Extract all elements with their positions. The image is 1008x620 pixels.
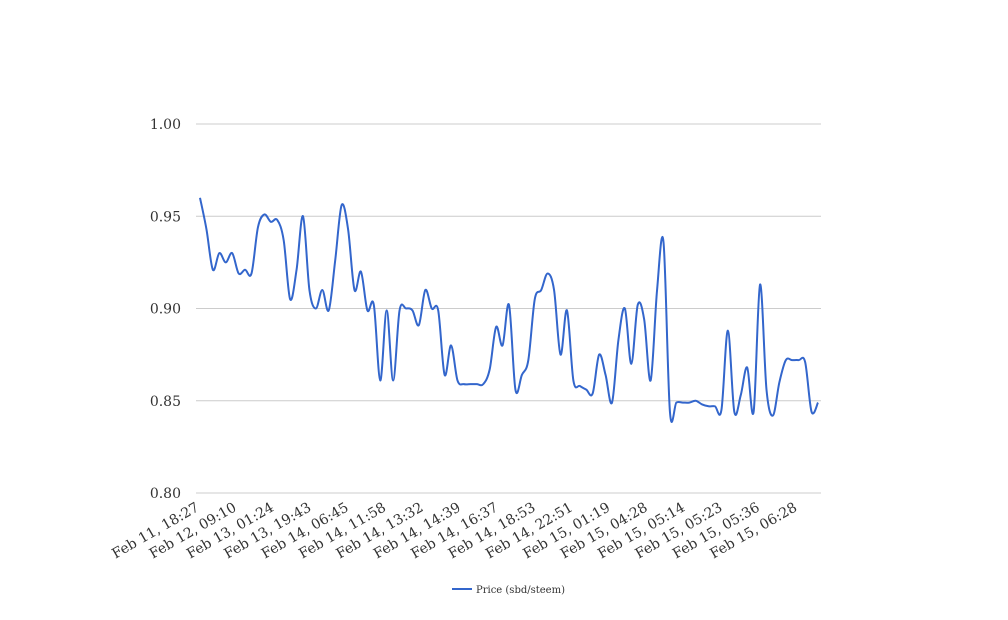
legend[interactable]: Price (sbd/steem) <box>452 585 565 596</box>
y-axis-ticks: 0.80 0.85 0.90 0.95 1.00 <box>150 117 181 502</box>
y-tick-label: 0.80 <box>150 486 181 502</box>
y-tick-label: 1.00 <box>150 117 181 133</box>
legend-label: Price (sbd/steem) <box>476 585 565 596</box>
y-tick-label: 0.95 <box>150 209 181 225</box>
y-tick-label: 0.90 <box>150 302 181 318</box>
gridlines <box>196 123 821 494</box>
y-tick-label: 0.85 <box>150 394 181 410</box>
series-line-price <box>199 197 819 423</box>
